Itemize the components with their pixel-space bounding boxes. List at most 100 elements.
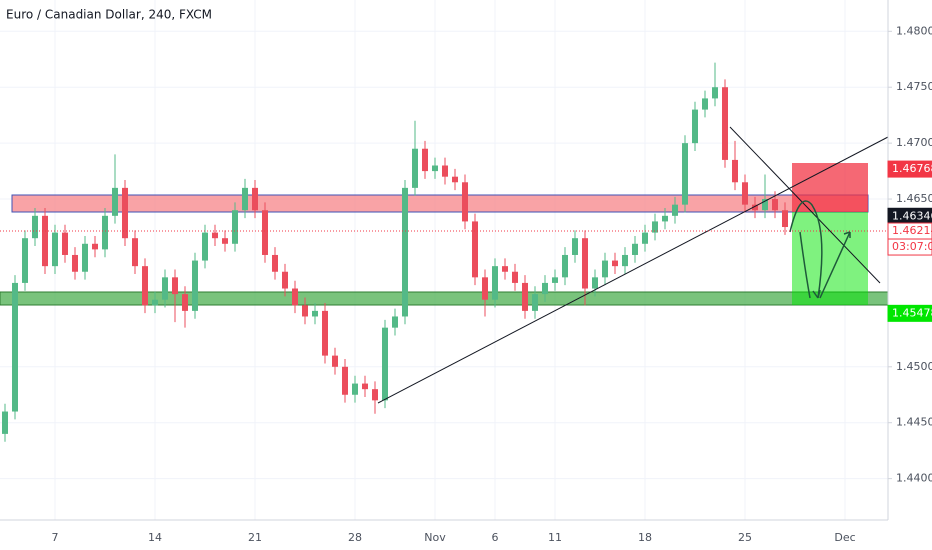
candle-body	[562, 254, 568, 278]
x-tick-label: 11	[548, 531, 562, 544]
candle-body	[52, 232, 58, 267]
x-tick-label: 18	[638, 531, 652, 544]
y-tick-label: 1.46500	[896, 192, 932, 205]
candle-body	[762, 199, 768, 211]
candles	[2, 62, 788, 442]
trendline-down	[729, 126, 881, 284]
candle-body	[372, 389, 378, 401]
price-tag-label: 1.45478	[892, 306, 932, 319]
candle-body	[702, 98, 708, 110]
price-tag	[887, 160, 932, 178]
candle-body	[72, 254, 78, 272]
candle-body	[472, 221, 478, 278]
x-tick-label: 21	[248, 531, 262, 544]
candle-body	[692, 109, 698, 144]
price-tag	[887, 304, 932, 322]
candle-body	[342, 366, 348, 395]
candle-body	[782, 210, 788, 228]
resistance-zone	[11, 194, 869, 213]
chart-title: Euro / Canadian Dollar, 240, FXCM	[6, 8, 212, 22]
candle-body	[722, 87, 728, 160]
support-zone	[0, 291, 889, 306]
candle-body	[732, 159, 738, 183]
candle-body	[162, 277, 168, 300]
x-tick-label: Dec	[834, 531, 855, 544]
candle-body	[332, 355, 338, 367]
candle-body	[12, 282, 18, 412]
price-tag-label: 1.46768	[892, 162, 932, 175]
countdown-label: 03:07:00	[892, 240, 932, 253]
candle-body	[432, 165, 438, 172]
candle-body	[352, 383, 358, 395]
candle-body	[142, 266, 148, 306]
candle-body	[42, 215, 48, 267]
candle-body	[422, 148, 428, 172]
y-tick-label: 1.47500	[896, 80, 932, 93]
x-tick-label: 6	[492, 531, 499, 544]
candle-body	[672, 204, 678, 216]
price-tags: 1.46768 1.46346 1.46214 03:07:00 1.45478	[0, 160, 932, 322]
candle-body	[222, 238, 228, 244]
candle-body	[582, 238, 588, 289]
candle-body	[612, 260, 618, 267]
x-tick-label: 7	[52, 531, 59, 544]
candle-body	[232, 210, 238, 244]
candle-body	[752, 204, 758, 211]
projection-arrow	[799, 231, 811, 299]
candle-body	[212, 232, 218, 239]
y-tick-label: 1.44500	[896, 416, 932, 429]
candle-body	[262, 210, 268, 255]
candle-body	[322, 310, 328, 356]
projection-arrow	[819, 231, 851, 299]
candle-body	[452, 176, 458, 183]
candle-body	[102, 215, 108, 250]
candle-body	[122, 187, 128, 239]
y-tick-label: 1.48000	[896, 24, 932, 37]
candle-body	[292, 288, 298, 306]
y-tick-label: 1.44000	[896, 472, 932, 485]
candle-body	[742, 182, 748, 205]
candle-body	[682, 143, 688, 205]
candle-body	[662, 215, 668, 222]
candle-body	[152, 299, 158, 306]
candle-body	[172, 277, 178, 295]
stop-box	[792, 163, 868, 212]
y-tick-label: 1.45000	[896, 360, 932, 373]
axes: 1.44000 1.44500 1.45000 1.46500 1.47000 1.475…	[52, 24, 932, 544]
target-box	[792, 212, 868, 305]
candle-body	[592, 277, 598, 289]
candle-body	[492, 266, 498, 300]
x-tick-label: 28	[348, 531, 362, 544]
candle-body	[392, 316, 398, 328]
candle-body	[602, 260, 608, 278]
x-tick-label: 25	[738, 531, 752, 544]
candle-body	[192, 260, 198, 311]
trendline-up	[377, 136, 889, 404]
candle-body	[132, 238, 138, 267]
candle-body	[32, 215, 38, 239]
y-tick-label: 1.47000	[896, 136, 932, 149]
candle-body	[22, 238, 28, 283]
candle-body	[362, 383, 368, 390]
candle-body	[442, 165, 448, 177]
candle-body	[62, 232, 68, 255]
candle-body	[412, 148, 418, 188]
projection-arrow	[789, 200, 823, 299]
candle-body	[182, 294, 188, 311]
candle-body	[572, 238, 578, 255]
candle-body	[112, 187, 118, 216]
candle-body	[202, 232, 208, 261]
candle-body	[272, 254, 278, 272]
candle-body	[642, 232, 648, 244]
candle-body	[482, 277, 488, 300]
candle-body	[502, 266, 508, 272]
price-tag-label: 1.46346	[892, 209, 932, 222]
candle-body	[382, 327, 388, 401]
candle-body	[622, 254, 628, 267]
candle-body	[552, 277, 558, 283]
x-tick-label: 14	[148, 531, 162, 544]
candle-body	[92, 243, 98, 250]
